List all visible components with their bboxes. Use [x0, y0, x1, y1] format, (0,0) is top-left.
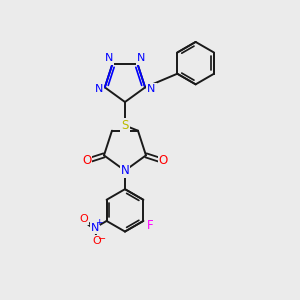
Text: −: −: [98, 234, 106, 244]
Text: +: +: [95, 218, 103, 227]
Text: O: O: [92, 236, 101, 246]
Text: N: N: [147, 84, 155, 94]
Text: O: O: [80, 214, 88, 224]
Text: N: N: [121, 164, 129, 177]
Text: N: N: [104, 53, 113, 63]
Text: O: O: [82, 154, 91, 167]
Text: N: N: [94, 84, 103, 94]
Text: F: F: [147, 219, 154, 232]
Text: S: S: [121, 119, 129, 132]
Text: N: N: [91, 223, 99, 232]
Text: O: O: [159, 154, 168, 167]
Text: N: N: [137, 53, 146, 63]
